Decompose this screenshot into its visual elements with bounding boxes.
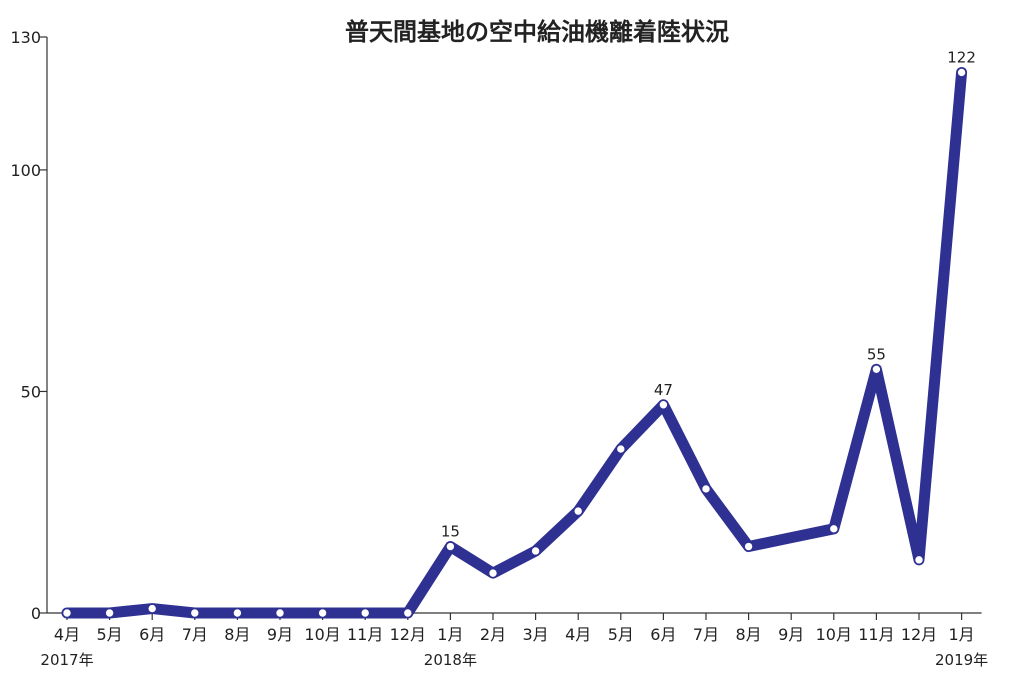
- data-point: [616, 444, 626, 454]
- data-point: [360, 608, 370, 618]
- x-tick-label: 8月: [736, 625, 762, 644]
- series-line: [61, 66, 968, 619]
- data-label: 122: [947, 48, 976, 66]
- data-label: 55: [867, 345, 886, 363]
- x-tick-label: 8月: [224, 625, 250, 644]
- year-label: 2017年: [40, 651, 93, 669]
- x-tick-label: 10月: [304, 625, 340, 644]
- chart-title: 普天間基地の空中給油機離着陸状況: [345, 18, 729, 46]
- data-point: [275, 608, 285, 618]
- x-tick-label: 7月: [182, 625, 208, 644]
- data-point: [232, 608, 243, 618]
- x-tick-label: 1月: [437, 625, 463, 644]
- data-point: [190, 608, 200, 618]
- y-tick-label: 0: [31, 604, 41, 623]
- x-tick-label: 10月: [816, 625, 852, 644]
- data-point: [488, 568, 498, 578]
- x-tick-label: 1月: [949, 625, 975, 644]
- x-tick-label: 11月: [858, 625, 894, 644]
- x-tick-label: 4月: [565, 625, 591, 644]
- data-point: [701, 484, 711, 494]
- x-tick-label: 6月: [650, 625, 676, 644]
- y-tick-label: 50: [21, 382, 41, 401]
- x-tick-label: 12月: [901, 625, 937, 644]
- y-tick-label: 130: [10, 28, 41, 47]
- x-tick-label: 4月: [54, 625, 80, 644]
- x-tick-label: 6月: [139, 625, 165, 644]
- x-tick-label: 2月: [480, 625, 506, 644]
- data-label: 15: [441, 523, 460, 541]
- data-point: [104, 608, 115, 618]
- year-label: 2018年: [424, 651, 477, 669]
- x-tick-label: 11月: [347, 625, 383, 644]
- x-tick-label: 7月: [693, 625, 719, 644]
- data-point: [530, 546, 541, 556]
- data-point: [743, 541, 754, 552]
- y-tick-label: 100: [10, 161, 41, 180]
- year-label: 2019年: [935, 651, 988, 669]
- data-point: [914, 555, 924, 565]
- data-label: 47: [654, 381, 673, 399]
- data-point: [62, 608, 72, 618]
- x-tick-label: 9月: [267, 625, 293, 644]
- data-point: [403, 608, 413, 618]
- data-point: [829, 524, 839, 534]
- data-point: [147, 603, 157, 614]
- x-tick-label: 12月: [390, 625, 426, 644]
- x-tick-label: 5月: [608, 625, 634, 644]
- x-tick-label: 9月: [778, 625, 804, 644]
- data-point: [658, 400, 669, 410]
- data-point: [573, 506, 583, 516]
- data-point: [445, 541, 456, 552]
- data-point: [317, 608, 328, 618]
- x-tick-label: 5月: [97, 625, 123, 644]
- x-tick-label: 3月: [523, 625, 549, 644]
- data-point: [956, 67, 967, 78]
- data-point: [871, 364, 882, 375]
